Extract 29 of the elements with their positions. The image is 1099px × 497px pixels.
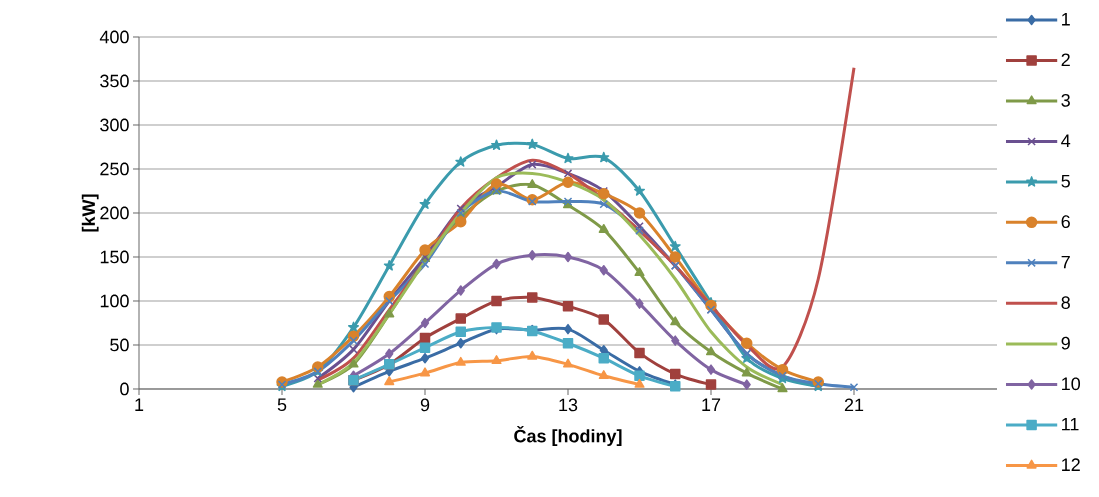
legend-label: 10 [1062, 377, 1081, 391]
legend-label: 2 [1061, 53, 1070, 66]
y-tick-label: 100 [100, 294, 129, 308]
y-tick-label: 0 [120, 382, 129, 396]
y-axis-title: [kW] [81, 194, 99, 232]
legend-label: 3 [1061, 93, 1070, 107]
legend-label: 4 [1061, 134, 1071, 147]
y-tick-label: 400 [99, 30, 129, 44]
legend-label: 8 [1061, 296, 1070, 310]
x-tick-label: 1 [135, 398, 144, 411]
x-tick-label: 21 [844, 398, 864, 412]
x-tick-label: 17 [702, 398, 721, 411]
legend-label: 9 [1061, 336, 1070, 350]
x-tick-label: 13 [559, 398, 578, 412]
x-axis-title: Čas [hodiny] [514, 426, 622, 446]
x-tick-label: 9 [420, 398, 430, 412]
y-tick-label: 150 [100, 250, 129, 264]
y-tick-label: 350 [100, 74, 129, 88]
legend-label: 1 [1062, 13, 1070, 26]
legend-label: 6 [1061, 215, 1070, 229]
legend-label: 11 [1062, 417, 1079, 431]
y-tick-label: 200 [100, 206, 129, 220]
y-tick-label: 300 [100, 118, 129, 132]
legend-label: 7 [1061, 255, 1070, 269]
legend-label: 12 [1062, 458, 1080, 471]
legend-label: 5 [1061, 174, 1070, 188]
x-tick-label: 5 [277, 398, 287, 412]
y-tick-label: 250 [100, 162, 129, 176]
y-tick-label: 50 [110, 338, 129, 352]
